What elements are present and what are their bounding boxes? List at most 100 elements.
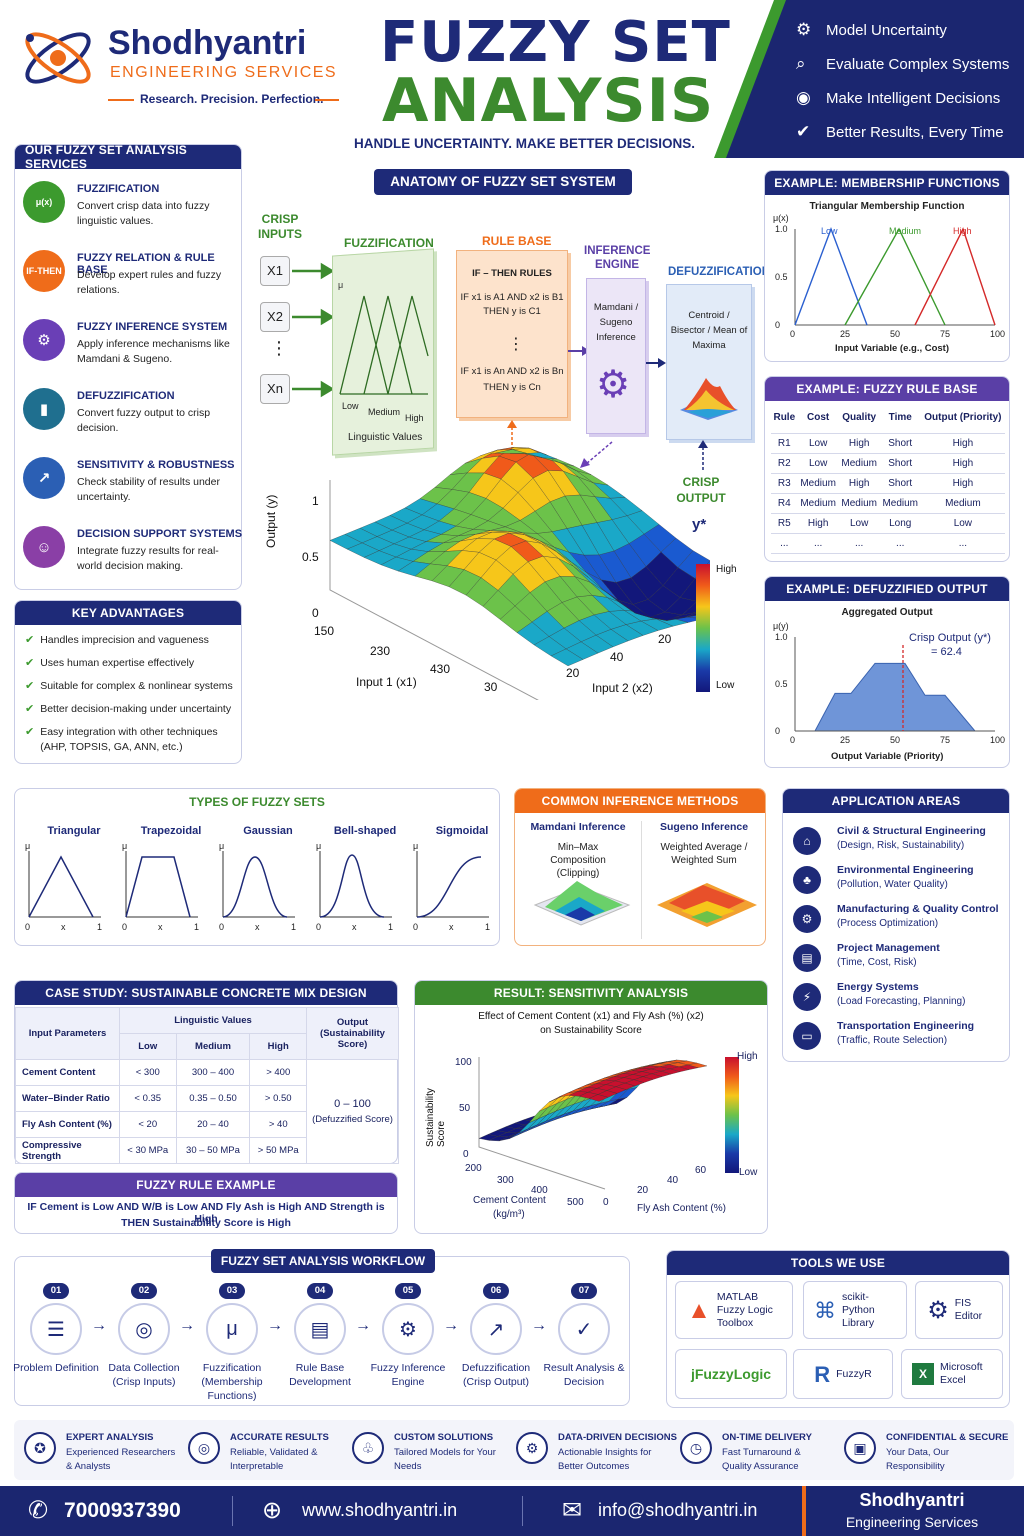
service-item: ☺ DECISION SUPPORT SYSTEMS Integrate fuzzy…: [23, 522, 243, 584]
case-h-ling: Linguistic Values: [119, 1007, 307, 1034]
input-dots: ⋮: [270, 338, 288, 358]
feature-desc-text: Fast Turnaround & Quality Assurance: [722, 1447, 801, 1472]
feature-item: ⚙ DATA-DRIVEN DECISIONS Actionable Insight…: [516, 1428, 677, 1480]
check-icon: ✔: [25, 703, 35, 715]
df-xtick: 25: [840, 735, 850, 745]
fs-x0: 0: [413, 922, 418, 932]
workflow-step-label: Data Collection (Crisp Inputs): [108, 1362, 180, 1388]
check-icon: ✔: [25, 726, 35, 738]
case-cell: < 0.35: [119, 1085, 177, 1112]
anatomy-surface-plot: [329, 447, 710, 700]
arrow-right-icon: →: [355, 1317, 371, 1334]
surf-t20a: 20: [658, 632, 672, 646]
rulebase-cell: High: [920, 473, 1005, 494]
tool-fuzzyr[interactable]: R FuzzyR: [793, 1349, 893, 1399]
rulebase-cell: Long: [879, 513, 921, 534]
rulebase-header-cell: Rule: [771, 403, 798, 434]
footer-phone[interactable]: 7000937390: [64, 1499, 181, 1522]
surface-cell: [588, 1094, 609, 1102]
rules-head: IF – THEN RULES: [472, 268, 552, 279]
mf-xtick: 75: [940, 329, 950, 339]
sens-zlabel: Sustainability Score: [425, 1088, 447, 1147]
tool-excel[interactable]: X Microsoft Excel: [901, 1349, 1003, 1399]
workflow-step-label: Rule Base Development: [289, 1362, 351, 1388]
python-icon: ⌘: [814, 1297, 836, 1323]
benefit-item: ⌕ Evaluate Complex Systems: [796, 54, 1009, 74]
feature-icon: ⚙: [516, 1432, 548, 1464]
rulebase-title: EXAMPLE: FUZZY RULE BASE: [765, 377, 1009, 401]
footer-email[interactable]: info@shodhyantri.in: [598, 1500, 758, 1520]
mail-icon: ✉: [562, 1497, 583, 1524]
mf-ytick: 0.5: [775, 272, 788, 282]
tools-title: TOOLS WE USE: [667, 1251, 1009, 1275]
benefit-icon: ⚙: [796, 20, 812, 39]
mf-ytick: 0: [775, 320, 780, 330]
tool-matlab[interactable]: ▲ MATLAB Fuzzy Logic Toolbox: [675, 1281, 793, 1339]
apps-title: APPLICATION AREAS: [783, 789, 1009, 813]
service-item: ⚙ FUZZY INFERENCE SYSTEM Apply inference m…: [23, 315, 243, 377]
footer-brand-1: Shodhyantri: [859, 1490, 965, 1510]
case-header-row: Input Parameters Linguistic Values Output …: [15, 1007, 399, 1060]
workflow-step: 03 μ Fuzzification (Membership Functions): [187, 1283, 277, 1403]
mf-xtick: 25: [840, 329, 850, 339]
rulebase-cell: R5: [771, 513, 798, 534]
workflow-step-number: 01: [43, 1283, 69, 1299]
mf-series-label: Low: [821, 226, 838, 236]
rulebase-cell: ...: [879, 533, 921, 554]
tool-scikit[interactable]: ⌘ scikit-Python Library: [803, 1281, 907, 1339]
feature-title: ON-TIME DELIVERY: [722, 1432, 812, 1443]
logo: [18, 18, 98, 98]
workflow-title: FUZZY SET ANALYSIS WORKFLOW: [211, 1249, 435, 1273]
advantage-label: Uses human expertise effectively: [40, 657, 195, 669]
rule-example-line1: IF Cement is Low AND W/B is Low AND Fly …: [27, 1201, 385, 1225]
benefit-item: ✔ Better Results, Every Time: [796, 122, 1004, 142]
feature-icon: ◎: [188, 1432, 220, 1464]
tool-jfuzzy[interactable]: jFuzzyLogic: [675, 1349, 787, 1399]
mf-xlabel: Input Variable (e.g., Cost): [835, 343, 949, 354]
case-cell: Compressive Strength: [15, 1137, 120, 1164]
membership-title: EXAMPLE: MEMBERSHIP FUNCTIONS: [765, 171, 1009, 195]
case-cell: < 20: [119, 1111, 177, 1138]
df-ytick: 1.0: [775, 632, 788, 642]
workflow-step-label: Defuzzification (Crisp Output): [461, 1362, 531, 1388]
table-row: R4 Medium Medium Medium Medium: [771, 493, 1005, 514]
r-icon: R: [814, 1361, 831, 1387]
brand-tagline: Research. Precision. Perfection.: [140, 92, 324, 106]
tool-fis[interactable]: ⚙ FIS Editor: [915, 1281, 1003, 1339]
advantage-item: ✔ Better decision-making under uncertaint…: [25, 702, 235, 717]
input-xn: Xn: [260, 374, 290, 404]
case-cell: Fly Ash Content (%): [15, 1111, 120, 1138]
rulebase-cell: ...: [797, 533, 839, 554]
feature-desc: Reliable, Validated & Interpretable: [230, 1446, 340, 1474]
workflow-step-icon: ↗: [470, 1303, 522, 1355]
defuzzout-chart-title: Aggregated Output: [841, 607, 933, 618]
benefit-icon: ✔: [796, 122, 811, 141]
case-output-cell: 0 – 100 (Defuzzified Score): [306, 1059, 399, 1164]
application-item: ▭ Transportation Engineering (Traffic, Rou…: [793, 1020, 1011, 1056]
tagline-rule-right: [315, 99, 339, 101]
case-cell: Cement Content: [15, 1059, 120, 1086]
workflow-step-label: Result Analysis & Decision: [543, 1362, 625, 1388]
rulebase-cell: ...: [771, 533, 798, 554]
input-x1: X1: [260, 256, 290, 286]
fuzz-linguistic: Linguistic Values: [348, 432, 423, 443]
gear-icon: ⚙: [596, 364, 631, 406]
fs-curve: [319, 854, 385, 918]
fs-curve: [416, 856, 482, 918]
fs-x0: 0: [219, 922, 224, 932]
workflow-step-icon: ☰: [30, 1303, 82, 1355]
sensitivity-title: RESULT: SENSITIVITY ANALYSIS: [415, 981, 767, 1005]
application-desc: (Process Optimization): [837, 918, 939, 929]
feature-title: EXPERT ANALYSIS: [66, 1432, 154, 1443]
workflow-step-number: 03: [219, 1283, 245, 1299]
fuzz-mu: μ: [338, 280, 343, 290]
footer-web[interactable]: www.shodhyantri.in: [302, 1500, 458, 1520]
benefit-label: Better Results, Every Time: [826, 123, 1004, 141]
service-item: ↗ SENSITIVITY & ROBUSTNESS Check stability…: [23, 453, 243, 515]
application-desc: (Design, Risk, Sustainability): [837, 840, 965, 851]
service-icon: ☺: [23, 526, 65, 568]
application-icon: ▭: [793, 1022, 821, 1050]
types-panel: TYPES OF FUZZY SETS Triangular μ 0 x 1 Trapez…: [14, 788, 500, 946]
apps-panel: APPLICATION AREAS ⌂ Civil & Structural En…: [782, 788, 1010, 1062]
application-icon: ⚙: [793, 905, 821, 933]
